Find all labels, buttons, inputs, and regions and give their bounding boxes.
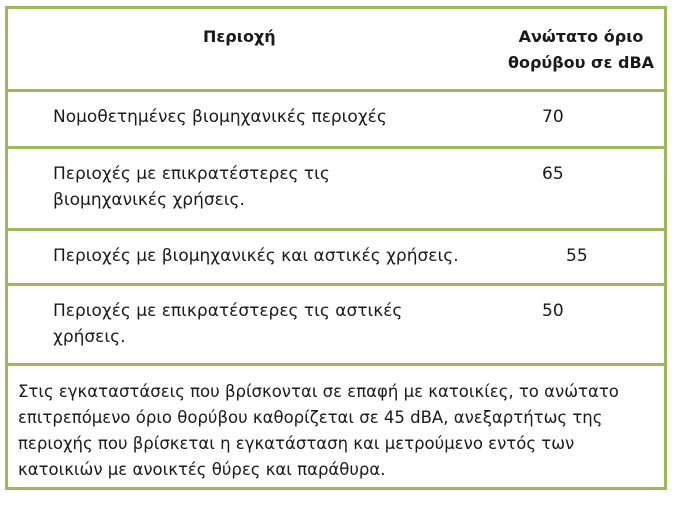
row-area: Νομοθετημένες βιομηχανικές περιοχές: [53, 107, 387, 127]
row-limit: 70: [542, 107, 564, 127]
noise-limits-table: Περιοχή Ανώτατο όριο θορύβου σε dBA Νομο…: [5, 6, 667, 490]
row-area: Περιοχές με επικρατέστερες τις βιομηχανι…: [53, 164, 330, 210]
row-limit: 65: [542, 164, 564, 184]
table-row: Περιοχές με επικρατέστερες τις αστικές χ…: [8, 286, 664, 366]
row-limit: 55: [566, 246, 588, 266]
table-row: Περιοχές με επικρατέστερες τις βιομηχανι…: [8, 149, 664, 231]
header-limit-line1: Ανώτατο όριο: [518, 27, 644, 46]
note-text: Στις εγκαταστάσεις που βρίσκονται σε επα…: [18, 382, 619, 479]
table-row: Νομοθετημένες βιομηχανικές περιοχές 70: [8, 92, 664, 149]
table-note-row: Στις εγκαταστάσεις που βρίσκονται σε επα…: [8, 366, 664, 490]
header-limit: Ανώτατο όριο θορύβου σε dBA: [501, 24, 661, 76]
table-header-row: Περιοχή Ανώτατο όριο θορύβου σε dBA: [8, 9, 664, 92]
row-area: Περιοχές με βιομηχανικές και αστικές χρή…: [53, 246, 459, 266]
table-row: Περιοχές με βιομηχανικές και αστικές χρή…: [8, 231, 664, 286]
row-limit: 50: [542, 301, 564, 321]
row-area: Περιοχές με επικρατέστερες τις αστικές χ…: [53, 301, 403, 347]
header-limit-line2: θορύβου σε dBA: [507, 53, 655, 72]
header-area: Περιοχή: [203, 27, 276, 46]
